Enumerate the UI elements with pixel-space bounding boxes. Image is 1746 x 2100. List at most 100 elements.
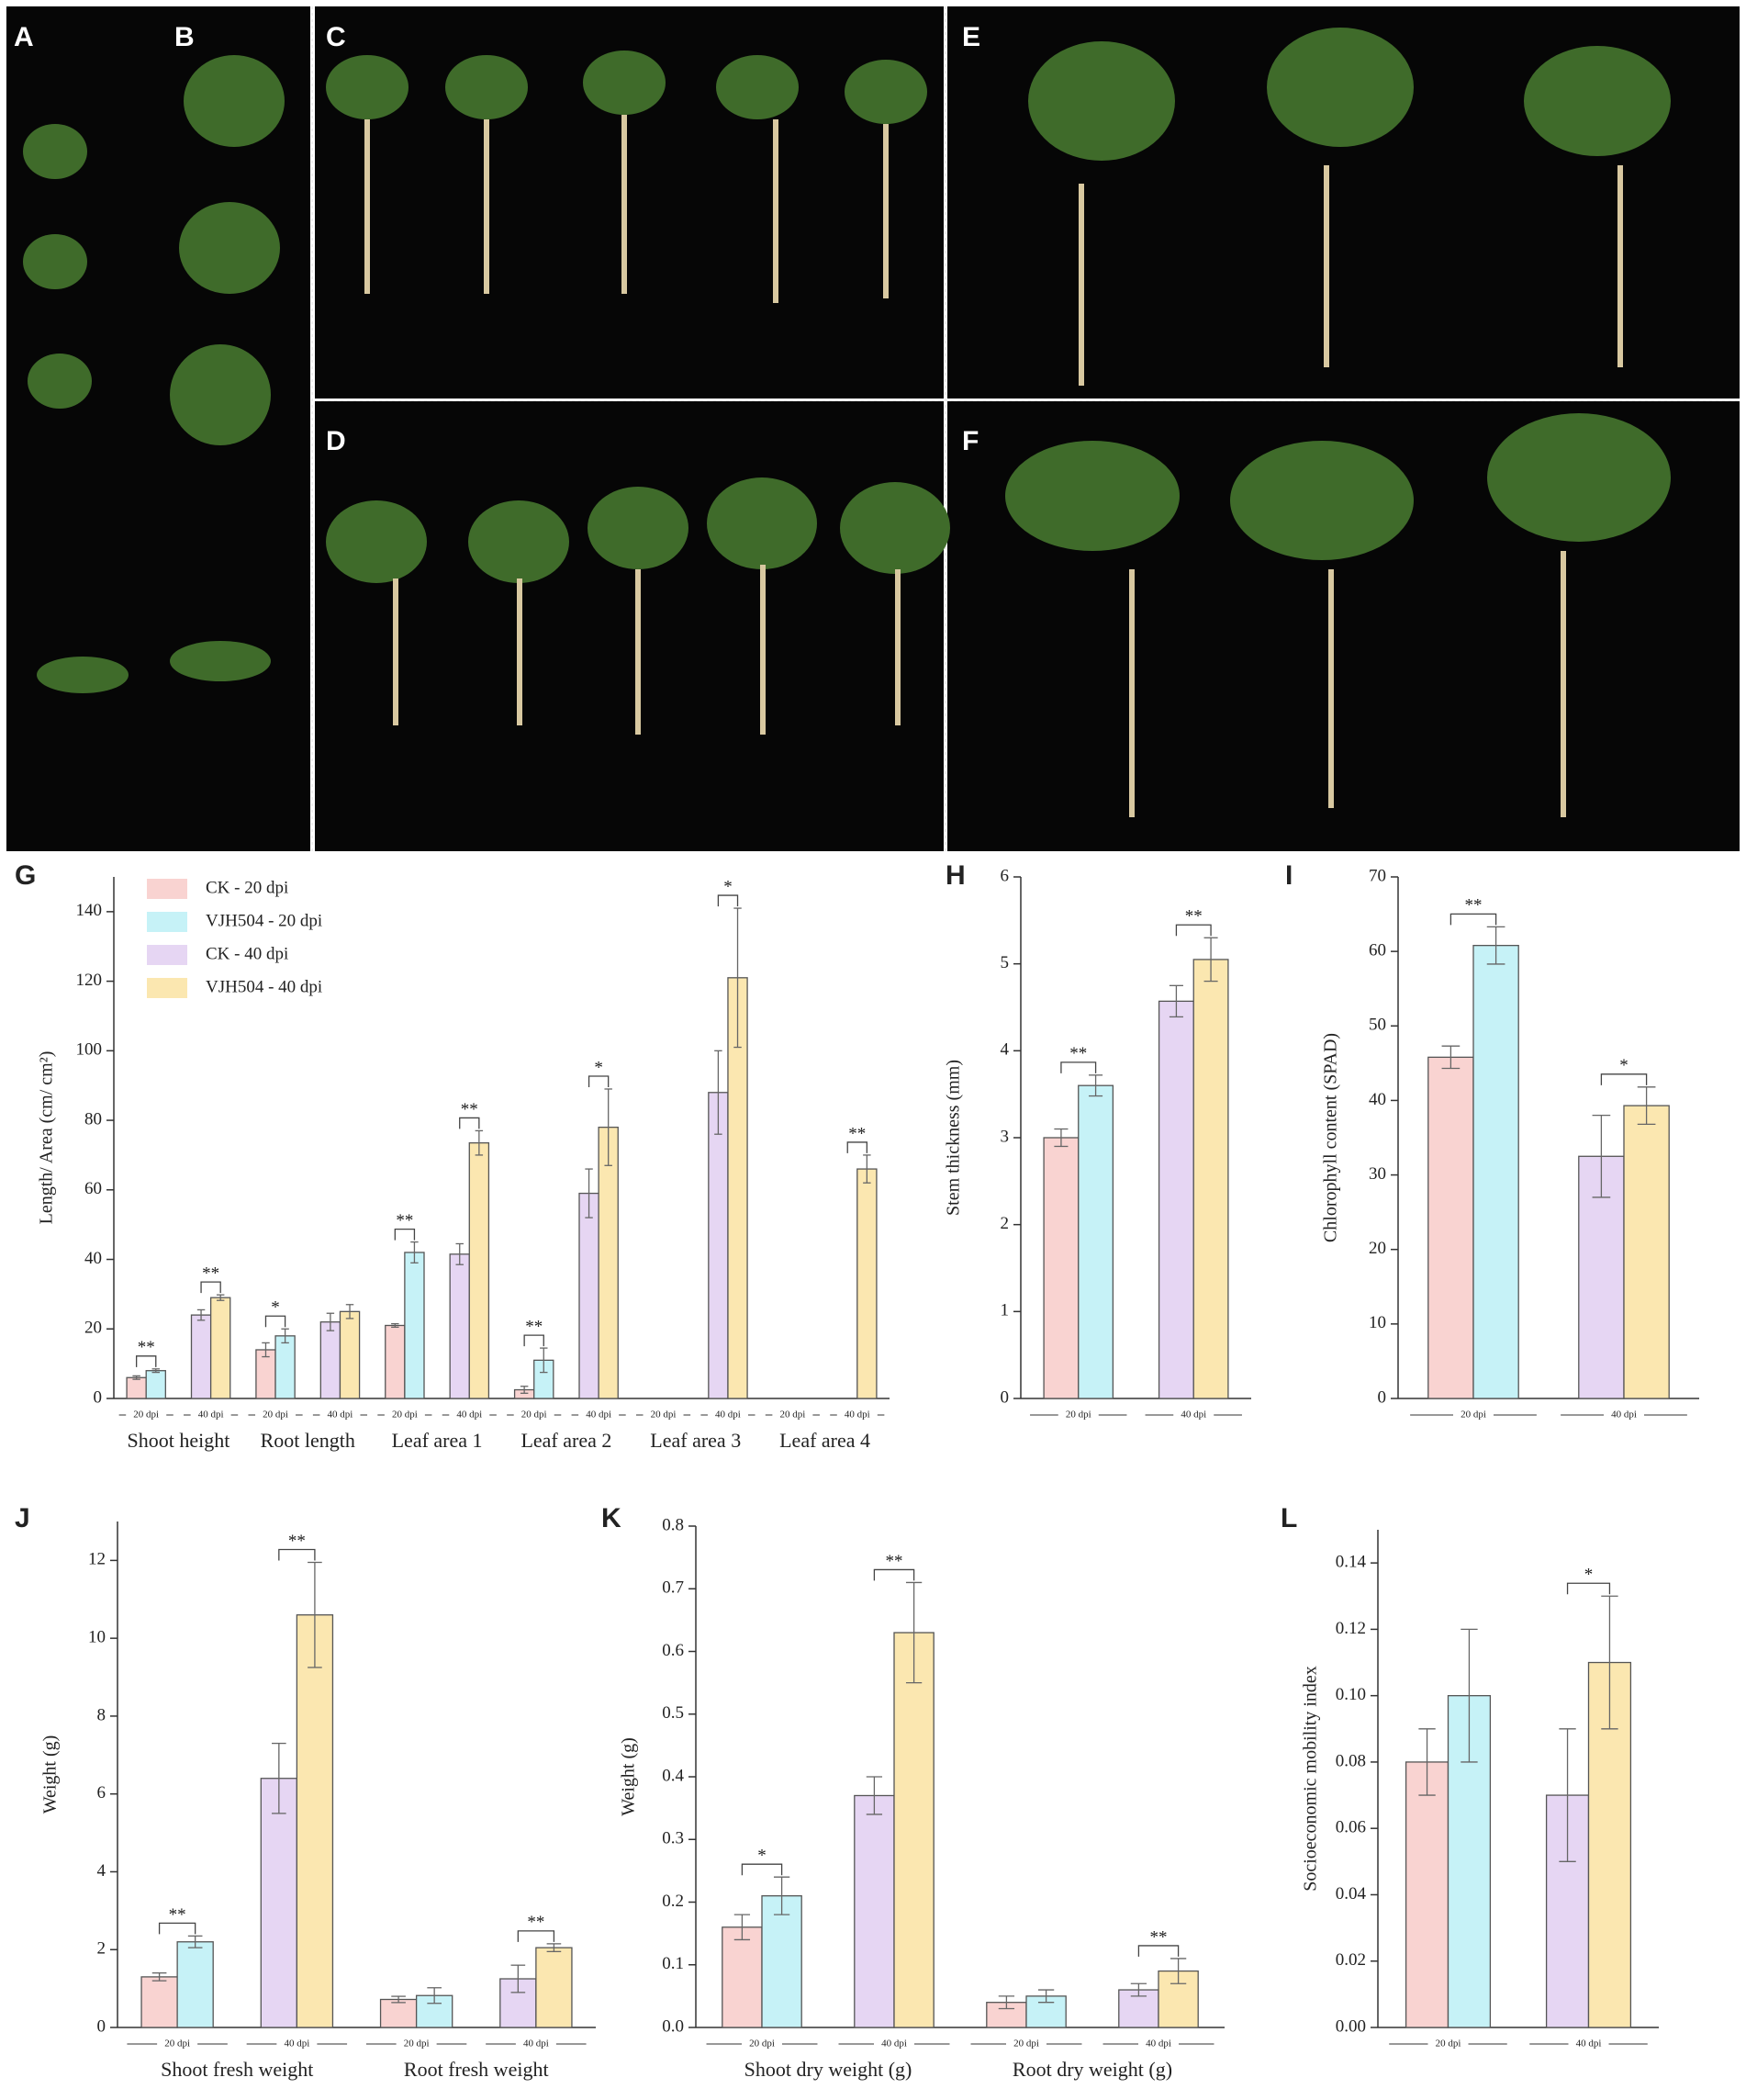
bar xyxy=(761,1895,802,2028)
error-bar xyxy=(1601,1595,1618,1730)
error-bar xyxy=(1637,1086,1656,1126)
error-bar xyxy=(187,1935,203,1948)
error-bar xyxy=(1130,1982,1147,1997)
significance-label: * xyxy=(594,1058,603,1077)
chart: K Weight (g) 0.0 0.1 0.2 0.3 0.4 0.5 0.6 0.7 0.8 Sh… xyxy=(601,1503,1225,2081)
bar xyxy=(1078,1084,1114,1399)
error-bar xyxy=(714,1050,722,1135)
bar xyxy=(535,1947,573,2028)
panel-label: D xyxy=(326,426,346,456)
dpi-label: 20 dpi xyxy=(651,1409,677,1421)
error-bar xyxy=(604,1088,612,1166)
y-tick-label: 0.6 xyxy=(662,1641,684,1660)
dpi-label: 40 dpi xyxy=(456,1409,482,1421)
significance-bracket xyxy=(200,1281,221,1294)
category-label: Leaf area 2 xyxy=(520,1429,611,1452)
y-tick-label: 100 xyxy=(76,1040,103,1060)
significance-label: ** xyxy=(288,1532,306,1551)
significance-bracket xyxy=(588,1075,610,1087)
error-bar xyxy=(863,1154,871,1184)
y-tick-label: 0.14 xyxy=(1336,1552,1367,1571)
y-tick-label: 2 xyxy=(1001,1214,1010,1233)
error-bar xyxy=(1441,1045,1461,1070)
bar xyxy=(379,1998,418,2028)
significance-bracket xyxy=(717,894,739,907)
y-tick-label: 3 xyxy=(1001,1127,1010,1146)
significance-label: ** xyxy=(461,1100,478,1119)
category-label: Leaf area 3 xyxy=(650,1429,741,1452)
category-label: Leaf area 4 xyxy=(779,1429,870,1452)
error-bar xyxy=(345,1304,354,1320)
panel-label: F xyxy=(962,426,979,456)
y-tick-label: 1 xyxy=(1001,1301,1010,1320)
y-tick-label: 30 xyxy=(1369,1164,1386,1184)
error-bar xyxy=(510,1964,526,1993)
panel-label: B xyxy=(174,22,195,52)
y-tick-label: 8 xyxy=(97,1705,106,1724)
legend-swatch xyxy=(147,912,187,932)
error-bar xyxy=(1592,1115,1611,1198)
significance-bracket xyxy=(523,1334,544,1347)
significance-label: ** xyxy=(1069,1044,1087,1063)
y-tick-label: 0.02 xyxy=(1336,1950,1366,1970)
panel-label: J xyxy=(15,1503,30,1533)
bar xyxy=(722,1926,763,2028)
y-tick-label: 0.1 xyxy=(662,1954,684,1973)
significance-label: ** xyxy=(138,1338,155,1357)
error-bar xyxy=(475,1129,484,1156)
y-tick-label: 5 xyxy=(1001,953,1010,972)
significance-bracket xyxy=(1060,1061,1097,1073)
y-tick-label: 0.7 xyxy=(662,1578,684,1598)
error-bar xyxy=(391,1995,406,2004)
significance-label: ** xyxy=(886,1552,903,1571)
dpi-label: 20 dpi xyxy=(1436,2038,1461,2049)
bar xyxy=(854,1794,895,2028)
significance-bracket xyxy=(741,1863,783,1876)
legend-swatch xyxy=(147,879,187,899)
legend-label: CK - 20 dpi xyxy=(206,878,288,897)
significance-bracket xyxy=(278,1548,316,1561)
error-bar xyxy=(326,1312,335,1331)
dpi-label: 40 dpi xyxy=(1181,1409,1206,1421)
error-bar xyxy=(1037,1989,1055,2004)
significance-bracket xyxy=(517,1930,555,1942)
significance-bracket xyxy=(1449,913,1497,926)
significance-bracket xyxy=(459,1117,480,1129)
dpi-label: 40 dpi xyxy=(328,1409,353,1421)
y-tick-label: 6 xyxy=(1001,866,1010,885)
legend-label: VJH504 - 40 dpi xyxy=(206,977,322,996)
bar xyxy=(449,1253,470,1399)
chart: L Socioeconomic mobility index 0.00 0.02 0.0… xyxy=(1281,1503,1659,2049)
y-tick-label: 120 xyxy=(76,971,103,990)
y-tick-label: 0.04 xyxy=(1336,1884,1367,1903)
dpi-label: 40 dpi xyxy=(845,1409,870,1421)
y-tick-label: 40 xyxy=(84,1249,102,1268)
error-bar xyxy=(272,1742,286,1814)
dpi-label: 40 dpi xyxy=(715,1409,741,1421)
error-bar xyxy=(1486,926,1505,965)
error-bar xyxy=(151,1972,167,1982)
significance-label: ** xyxy=(527,1913,544,1932)
bar xyxy=(145,1370,166,1399)
bar xyxy=(1405,1761,1449,2028)
bar xyxy=(385,1324,406,1399)
significance-label: * xyxy=(1584,1566,1594,1585)
error-bar xyxy=(1169,984,1183,1018)
y-tick-label: 0 xyxy=(1001,1387,1010,1407)
significance-label: * xyxy=(271,1298,280,1318)
significance-bracket xyxy=(873,1568,915,1581)
error-bar xyxy=(866,1776,883,1815)
y-tick-label: 0 xyxy=(1378,1387,1387,1407)
y-tick-label: 0.3 xyxy=(662,1829,684,1848)
bar xyxy=(296,1614,334,2028)
error-bar xyxy=(520,1386,529,1394)
error-bar xyxy=(1461,1628,1478,1763)
error-bar xyxy=(281,1328,289,1344)
bar xyxy=(404,1252,425,1399)
error-bar xyxy=(733,1914,751,1941)
error-bar xyxy=(1418,1728,1436,1796)
chart: G Length/ Area (cm/ cm²) 0 20 40 60 80 100 120 14… xyxy=(15,860,890,1452)
plant-silhouettes xyxy=(23,28,1671,693)
y-tick-label: 20 xyxy=(84,1319,102,1338)
photo xyxy=(315,401,944,851)
